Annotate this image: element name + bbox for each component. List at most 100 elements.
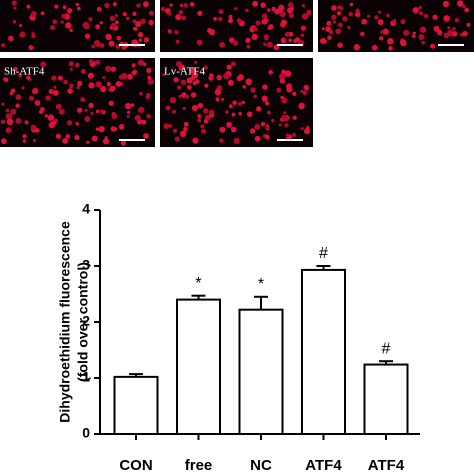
nucleus	[451, 31, 458, 37]
nucleus	[115, 81, 122, 87]
nucleus	[298, 102, 305, 110]
nucleus	[186, 77, 193, 84]
nucleus	[131, 70, 137, 76]
nucleus	[219, 138, 224, 143]
nucleus	[354, 11, 361, 18]
nucleus	[192, 137, 199, 144]
nucleus	[261, 13, 268, 19]
nucleus	[197, 10, 203, 16]
nucleus	[380, 30, 384, 34]
nucleus	[51, 75, 57, 81]
nucleus	[100, 86, 107, 93]
y-tick-label: 1	[82, 369, 90, 385]
nucleus	[245, 37, 251, 43]
nucleus	[255, 20, 261, 26]
nucleus	[284, 70, 292, 77]
nucleus	[88, 58, 94, 64]
nucleus	[143, 133, 149, 139]
nucleus	[15, 118, 22, 124]
nucleus	[337, 42, 343, 48]
nucleus	[412, 7, 419, 14]
nucleus	[331, 5, 337, 11]
nucleus	[121, 46, 126, 50]
nucleus	[281, 80, 285, 84]
nucleus	[292, 91, 297, 97]
nucleus	[145, 94, 150, 100]
nucleus	[349, 2, 354, 7]
nucleus	[278, 4, 285, 11]
nucleus	[31, 32, 36, 36]
nucleus	[95, 109, 100, 113]
nucleus	[218, 16, 223, 22]
nucleus	[242, 84, 247, 89]
nucleus	[54, 4, 59, 9]
nucleus	[75, 121, 79, 126]
nucleus	[208, 29, 216, 36]
nucleus	[418, 34, 425, 41]
nucleus	[300, 33, 305, 38]
nucleus	[115, 20, 119, 25]
nucleus	[148, 19, 154, 26]
nucleus	[99, 21, 103, 25]
nucleus	[226, 64, 232, 70]
x-tick-label: ATF4	[368, 457, 405, 474]
nucleus	[69, 28, 73, 33]
nucleus	[63, 15, 67, 19]
nucleus	[138, 38, 143, 42]
nucleus	[175, 60, 183, 68]
nucleus	[237, 101, 242, 106]
nucleus	[204, 83, 209, 88]
nucleus	[105, 33, 112, 41]
nucleus	[146, 113, 151, 119]
micrograph	[0, 58, 155, 147]
nucleus	[125, 16, 130, 21]
nucleus	[104, 136, 108, 140]
nucleus	[53, 85, 57, 89]
nucleus	[403, 29, 410, 36]
nucleus	[234, 6, 238, 11]
nucleus	[84, 116, 91, 123]
nucleus	[133, 26, 138, 31]
bar	[176, 298, 221, 435]
nucleus	[276, 87, 282, 93]
nucleus	[265, 101, 270, 106]
nucleus	[44, 114, 49, 118]
nucleus	[454, 18, 460, 23]
nucleus	[118, 123, 125, 130]
x-tick-label: free	[185, 457, 213, 474]
nucleus	[274, 8, 281, 15]
nucleus	[237, 74, 244, 81]
nucleus	[84, 33, 91, 39]
nucleus	[48, 89, 54, 95]
nucleus	[264, 134, 270, 140]
nucleus	[172, 109, 177, 114]
nucleus	[433, 25, 440, 32]
nucleus	[0, 138, 7, 145]
nucleus	[442, 0, 450, 8]
nucleus	[238, 112, 242, 116]
nucleus	[337, 22, 343, 28]
nucleus	[95, 59, 101, 65]
nucleus	[102, 76, 106, 80]
nucleus	[15, 103, 20, 108]
nucleus	[443, 32, 450, 39]
scale-bar	[277, 44, 303, 46]
nucleus	[138, 106, 145, 113]
nucleus	[141, 119, 147, 125]
nucleus	[216, 74, 222, 81]
nucleus	[379, 36, 384, 41]
nucleus	[219, 126, 226, 133]
nucleus	[95, 127, 100, 131]
significance-mark: #	[319, 245, 328, 262]
nucleus	[386, 13, 390, 18]
scale-bar	[277, 139, 303, 141]
nucleus	[34, 100, 41, 106]
nucleus	[219, 41, 226, 48]
nucleus	[52, 90, 59, 96]
nucleus	[1, 102, 5, 106]
nucleus	[233, 137, 240, 144]
bar	[238, 308, 284, 435]
nucleus	[143, 37, 150, 43]
nucleus	[332, 20, 336, 24]
nucleus	[302, 90, 308, 96]
